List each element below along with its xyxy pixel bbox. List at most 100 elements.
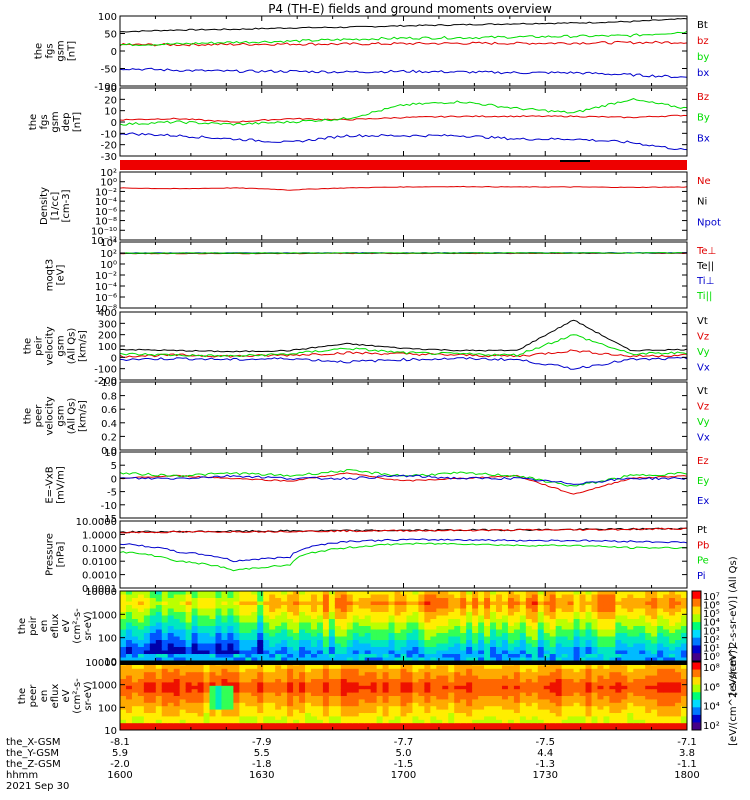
spectrogram-cell: [155, 699, 163, 704]
spectrogram-cell: [358, 668, 366, 673]
spectrogram-cell: [221, 619, 229, 624]
spectrogram-cell: [478, 679, 485, 683]
spectrogram-cell: [310, 719, 318, 724]
spectrogram-cell: [328, 594, 336, 599]
spectrogram-cell: [209, 716, 217, 721]
spectrogram-cell: [496, 702, 503, 707]
spectrogram-cell: [645, 594, 652, 599]
spectrogram-cell: [376, 702, 384, 707]
spectrogram-cell: [322, 726, 330, 730]
spectrogram-cell: [137, 591, 145, 596]
spectrogram-cell: [155, 696, 163, 700]
spectrogram-cell: [257, 685, 264, 690]
spectrogram-cell: [478, 626, 485, 631]
spectrogram-cell: [651, 622, 658, 627]
spectrogram-cell: [293, 598, 300, 603]
spectrogram-cell: [621, 605, 628, 610]
spectrogram-cell: [125, 654, 133, 659]
spectrogram-cell: [203, 605, 211, 610]
spectrogram-cell: [448, 654, 455, 659]
spectrogram-cell: [316, 672, 324, 677]
spectrogram-cell: [496, 719, 503, 724]
colorbar-tick-label: 10²: [703, 635, 720, 646]
spectrogram-cell: [346, 608, 354, 613]
spectrogram-cell: [549, 668, 557, 673]
spectrogram-cell: [597, 668, 605, 673]
spectrogram-cell: [579, 689, 587, 694]
spectrogram-cell: [460, 709, 467, 714]
spectrogram-cell: [155, 608, 163, 613]
spectrogram-cell: [233, 615, 240, 620]
spectrogram-cell: [448, 709, 455, 714]
spectrogram-cell: [513, 640, 521, 645]
x-tick-label: 3.8: [679, 748, 695, 759]
spectrogram-cell: [627, 716, 634, 721]
spectrogram-cell: [394, 608, 402, 613]
spectrogram-cell: [293, 608, 300, 613]
spectrogram-cell: [394, 675, 402, 680]
spectrogram-cell: [227, 713, 234, 717]
spectrogram-cell: [382, 689, 390, 694]
spectrogram-cell: [501, 612, 509, 617]
spectrogram-cell: [424, 699, 431, 704]
spectrogram-cell: [609, 654, 616, 659]
y-axis-label-line: velocity: [45, 326, 56, 365]
spectrogram-cell: [137, 665, 145, 670]
spectrogram-cell: [555, 654, 563, 659]
spectrogram-cell: [555, 626, 563, 631]
spectrogram-cell: [609, 643, 616, 648]
spectrogram-cell: [346, 665, 354, 670]
spectrogram-cell: [179, 702, 187, 707]
spectrogram-cell: [299, 594, 306, 599]
spectrogram-cell: [454, 622, 461, 627]
spectrogram-cell: [567, 689, 575, 694]
legend-entry: Vt: [697, 386, 708, 397]
spectrogram-cell: [370, 665, 378, 670]
spectrogram-cell: [245, 605, 252, 610]
spectrogram-cell: [436, 679, 443, 683]
spectrogram-cell: [543, 633, 551, 638]
spectrogram-cell: [191, 675, 199, 680]
spectrogram-cell: [442, 726, 449, 730]
spectrogram-cell: [603, 612, 611, 617]
spectrogram-cell: [472, 685, 479, 690]
spectrogram-cell: [663, 608, 670, 613]
spectrogram-cell: [490, 682, 497, 687]
spectrogram-cell: [609, 626, 616, 631]
spectrogram-cell: [597, 696, 605, 700]
spectrogram-cell: [543, 682, 551, 687]
spectrogram-cell: [203, 622, 211, 627]
spectrogram-cell: [448, 626, 455, 631]
spectrogram-cell: [501, 615, 509, 620]
spectrogram-cell: [179, 622, 187, 627]
spectrogram-cell: [221, 716, 229, 721]
series-group: [120, 251, 687, 255]
spectrogram-cell: [513, 633, 521, 638]
spectrogram-cell: [418, 601, 425, 606]
spectrogram-cell: [549, 682, 557, 687]
spectrogram-cell: [442, 654, 449, 659]
spectrogram-cell: [328, 719, 336, 724]
y-axis-label-line: the: [23, 408, 34, 424]
spectrogram-cell: [442, 682, 449, 687]
x-tick-label: 1730: [533, 770, 558, 781]
spectrogram-cell: [245, 594, 252, 599]
spectrogram-cell: [400, 706, 408, 711]
spectrogram-cell: [388, 601, 396, 606]
spectrogram-cell: [537, 633, 545, 638]
spectrogram-cell: [501, 633, 509, 638]
spectrogram-cell: [239, 591, 246, 596]
spectrogram-cell: [651, 591, 658, 596]
spectrogram-cell: [299, 682, 306, 687]
spectrogram-cell: [663, 626, 670, 631]
spectrogram-cell: [501, 629, 509, 634]
colorbar-swatch: [692, 669, 701, 678]
spectrogram-cell: [681, 723, 687, 728]
spectrogram-cell: [269, 612, 276, 617]
spectrogram-cell: [191, 636, 199, 641]
spectrogram-cell: [394, 723, 402, 728]
spectrogram-cell: [675, 657, 682, 661]
spectrogram-cell: [400, 629, 408, 634]
spectrogram-cell: [579, 679, 587, 683]
spectrogram-cell: [603, 685, 611, 690]
